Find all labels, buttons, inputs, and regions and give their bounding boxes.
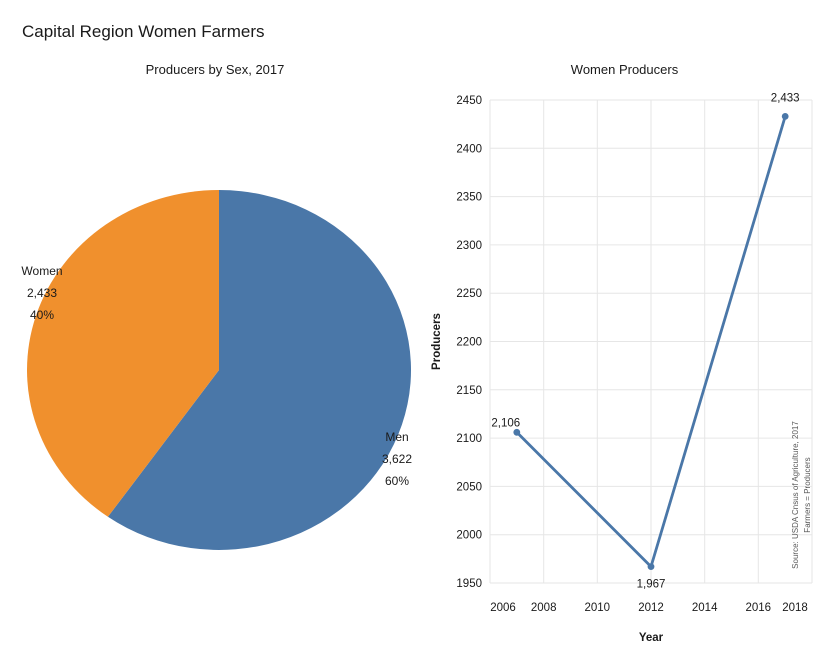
x-tick-label: 2010: [585, 602, 611, 614]
source-note: Source: USDA Cnsus of Agriculture, 2017: [791, 421, 800, 569]
x-tick-label: 2012: [638, 602, 664, 614]
data-point: [647, 563, 655, 570]
pie-label-men: Men 3,622 60%: [355, 426, 439, 492]
y-axis-title: Producers: [431, 313, 443, 370]
y-tick-label: 2100: [456, 433, 482, 445]
x-tick-label: 2006: [490, 602, 516, 614]
y-tick-label: 1950: [456, 578, 482, 590]
pie-chart: [27, 190, 412, 550]
y-tick-label: 2300: [456, 240, 482, 252]
data-point-label: 1,967: [637, 579, 666, 591]
y-tick-label: 2150: [456, 385, 482, 397]
y-tick-label: 2000: [456, 530, 482, 542]
pie-label-women-value: 2,433: [26, 286, 58, 300]
y-tick-label: 2450: [456, 95, 482, 107]
line-chart: 1950 2000 2050 2100 2150 2200 2250 2300 2350 2400…: [431, 92, 813, 644]
x-tick-label: 2008: [531, 602, 557, 614]
x-tick-label: 2018: [782, 602, 808, 614]
pie-chart-title: Producers by Sex, 2017: [145, 62, 285, 77]
y-tick-label: 2050: [456, 481, 482, 493]
x-tick-label: 2014: [692, 602, 718, 614]
data-point: [781, 113, 789, 120]
line-chart-title: Women Producers: [570, 62, 679, 77]
x-tick-label: 2016: [746, 602, 772, 614]
x-axis-title: Year: [639, 632, 664, 644]
data-point-label: 2,106: [491, 417, 520, 429]
page-title: Capital Region Women Farmers: [22, 22, 265, 41]
y-tick-label: 2200: [456, 337, 482, 349]
pie-label-women-name: Women: [21, 264, 63, 278]
pie-label-men-value: 3,622: [381, 452, 413, 466]
data-point-label: 2,433: [771, 92, 800, 104]
pie-label-men-name: Men: [385, 430, 409, 444]
pie-label-women-pct: 40%: [29, 308, 55, 322]
pie-slice-men: [107, 190, 412, 550]
y-tick-label: 2350: [456, 192, 482, 204]
y-tick-label: 2400: [456, 143, 482, 155]
pie-slice-women: [27, 190, 219, 517]
source-note: Farmers = Producers: [803, 457, 812, 532]
pie-label-women: Women 2,433 40%: [0, 260, 84, 326]
data-point: [513, 428, 521, 436]
y-tick-label: 2250: [456, 288, 482, 300]
pie-label-men-pct: 60%: [384, 474, 410, 488]
